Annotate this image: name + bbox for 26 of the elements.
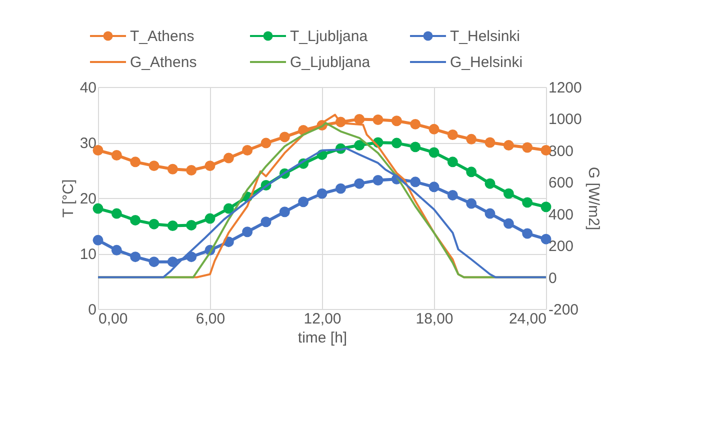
y2-tick-label: -200 [548, 302, 579, 318]
y2-axis-title: G [W/m2] [584, 166, 602, 230]
y2-tick-label: 400 [548, 206, 574, 224]
legend-label: G_Athens [130, 54, 197, 71]
y-tick-label: 40 [80, 80, 96, 96]
y2-tick-label: 1000 [548, 111, 582, 128]
legend-label: G_Ljubljana [290, 54, 371, 71]
legend-label: T_Ljubljana [290, 28, 368, 45]
y-tick-label: 10 [80, 246, 96, 263]
y-axis-title: T [°C] [60, 179, 77, 218]
x-axis-title: time [h] [298, 330, 348, 346]
legend-label: T_Helsinki [450, 28, 520, 45]
y2-tick-label: 600 [548, 174, 574, 192]
y-tick-label: 0 [88, 302, 96, 318]
legend-label: G_Helsinki [450, 54, 523, 71]
x-tick-label: 0,00 [98, 310, 128, 328]
y2-tick-label: 200 [548, 238, 574, 256]
y-tick-label: 30 [80, 135, 96, 152]
x-tick-label: 24,00 [508, 310, 546, 328]
y-tick-label: 20 [80, 190, 96, 208]
x-tick-label: 6,00 [196, 310, 226, 328]
x-tick-label: 18,00 [416, 310, 454, 328]
y2-tick-label: 1200 [548, 80, 582, 96]
legend-label: T_Athens [130, 28, 194, 45]
x-tick-label: 12,00 [304, 310, 342, 328]
y2-tick-label: 0 [548, 270, 557, 287]
